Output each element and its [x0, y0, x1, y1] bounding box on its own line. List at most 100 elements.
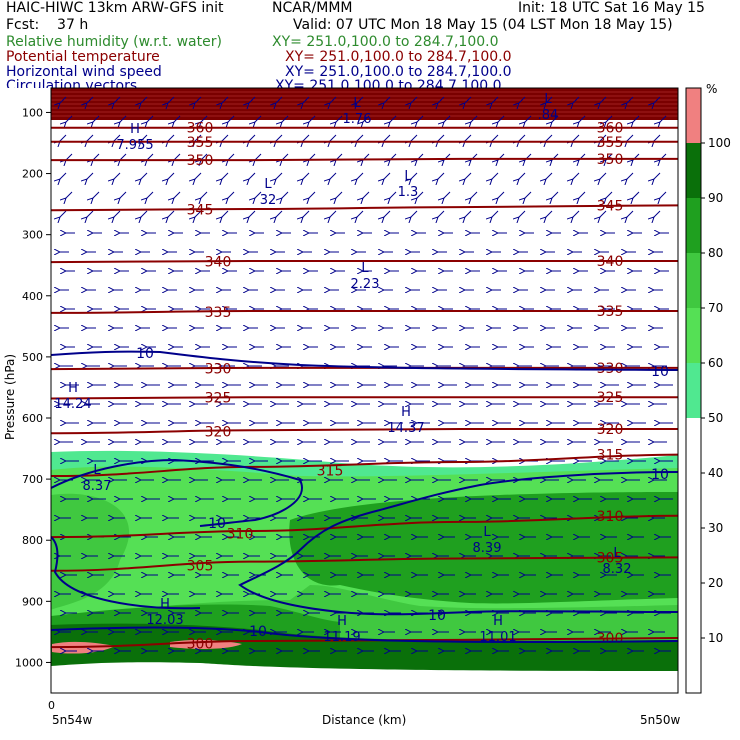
y-tick-label: 1000 [15, 656, 43, 669]
theta-contour [51, 428, 678, 435]
y-tick-label: 400 [22, 290, 43, 303]
extremum-value: 11.19 [323, 630, 360, 645]
theta-label: 340 [597, 254, 624, 270]
wind-vector [438, 210, 445, 217]
wind-contour-core [238, 471, 678, 616]
theta-contour [51, 366, 678, 371]
wind-vector [303, 134, 310, 141]
wind-vector [471, 191, 478, 198]
wind-vector [114, 210, 121, 217]
wind-vector [276, 172, 283, 179]
theta-label: 345 [597, 198, 624, 214]
model-center: NCAR/MMM [272, 0, 353, 16]
wind-vector [444, 115, 451, 122]
legend-wind-xy: XY= 251.0,100.0 to 284.7,100.0 [285, 64, 512, 80]
theta-label: 300 [597, 631, 624, 647]
extremum-marker: L [361, 261, 369, 276]
colorbar-band [686, 88, 701, 143]
wind-vector [438, 172, 445, 179]
wind-vector [627, 134, 634, 141]
wind-vector [600, 134, 607, 141]
wind-vector [411, 172, 418, 179]
wind-vector [384, 210, 391, 217]
wind-speed-label: 10 [651, 364, 669, 380]
extremum-marker: L [353, 96, 361, 111]
wind-vector [654, 134, 661, 141]
wind-speed-label: 10 [249, 624, 267, 640]
y-tick-label: 300 [22, 229, 43, 242]
wind-vector [525, 191, 532, 198]
contour-labels: L1.76L.84H7.955L1.3L32L2.23H14.24H14.37L… [54, 92, 669, 645]
wind-vector [222, 172, 229, 179]
wind-vector [60, 172, 67, 179]
circulation-vectors [60, 96, 673, 651]
extremum-value: 14.37 [387, 421, 424, 436]
wind-vector [174, 115, 181, 122]
wind-vector [357, 96, 364, 103]
wind-vector [600, 210, 607, 217]
wind-vector [120, 191, 127, 198]
theta-label: 310 [227, 527, 254, 543]
colorbar-band [686, 198, 701, 253]
y-tick-label: 600 [22, 412, 43, 425]
wind-vector [330, 210, 337, 217]
extremum-value: 14.24 [54, 397, 91, 412]
wind-vector [600, 172, 607, 179]
extremum-marker: L [264, 177, 272, 192]
wind-vector [66, 191, 73, 198]
wind-vector [390, 115, 397, 122]
wind-vector [282, 115, 289, 122]
y-tick-label: 500 [22, 351, 43, 364]
extremum-value: 11.01 [479, 630, 516, 645]
wind-vector [627, 96, 634, 103]
colorbar-band [686, 308, 701, 363]
legend-vector-xy: XY= 251.0,100.0 to 284.7,100.0 [275, 79, 502, 88]
wind-vector [411, 96, 418, 103]
colorbar-tick-label: 100 [708, 136, 731, 150]
wind-vector [303, 96, 310, 103]
wind-vector [438, 134, 445, 141]
extremum-marker: H [68, 381, 78, 396]
theta-contour [51, 204, 678, 212]
theta-contour [51, 556, 678, 572]
wind-vector [492, 210, 499, 217]
wind-contour-upper [51, 350, 678, 371]
wind-vector [498, 115, 505, 122]
theta-contour [51, 157, 678, 162]
wind-vector [330, 172, 337, 179]
wind-vector [195, 172, 202, 179]
wind-vector [627, 172, 634, 179]
y-axis-ticks: 100 200 300 400 500 600 700 800 900 1000 [15, 106, 51, 669]
wind-vector [222, 210, 229, 217]
y-tick-label: 900 [22, 595, 43, 608]
colorbar-tick-label: 70 [708, 301, 723, 315]
theta-label: 335 [205, 305, 232, 321]
wind-contour-sfc [51, 626, 678, 643]
rh-band-70 [51, 493, 130, 610]
colorbar: 10 20 30 40 50 60 70 80 90 100 [685, 87, 731, 694]
extremum-marker: L [483, 525, 491, 540]
theta-contours: 300 300 305 305 310 310 315 315 320 320 325 325 330 3… [51, 121, 678, 653]
terrain-surface [51, 662, 678, 693]
y-tick-label: 200 [22, 168, 43, 181]
wind-vector [228, 153, 235, 160]
wind-vector [66, 115, 73, 122]
theta-label: 315 [317, 464, 344, 480]
wind-vector [114, 134, 121, 141]
wind-vector [114, 172, 121, 179]
wind-vector [384, 134, 391, 141]
extremum-marker: H [401, 405, 411, 420]
theta-label: 310 [597, 509, 624, 525]
wind-vector [444, 191, 451, 198]
theta-label: 315 [597, 448, 624, 464]
extremum-marker: L [613, 546, 621, 561]
extremum-marker: H [493, 614, 503, 629]
colorbar-tick-label: 50 [708, 411, 723, 425]
extremum-value: 1.3 [398, 185, 419, 200]
wind-vector [660, 115, 667, 122]
colorbar-tick-label: 30 [708, 521, 723, 535]
wind-vector [141, 96, 148, 103]
wind-vector [357, 210, 364, 217]
wind-vector [519, 96, 526, 103]
wind-vector [168, 134, 175, 141]
